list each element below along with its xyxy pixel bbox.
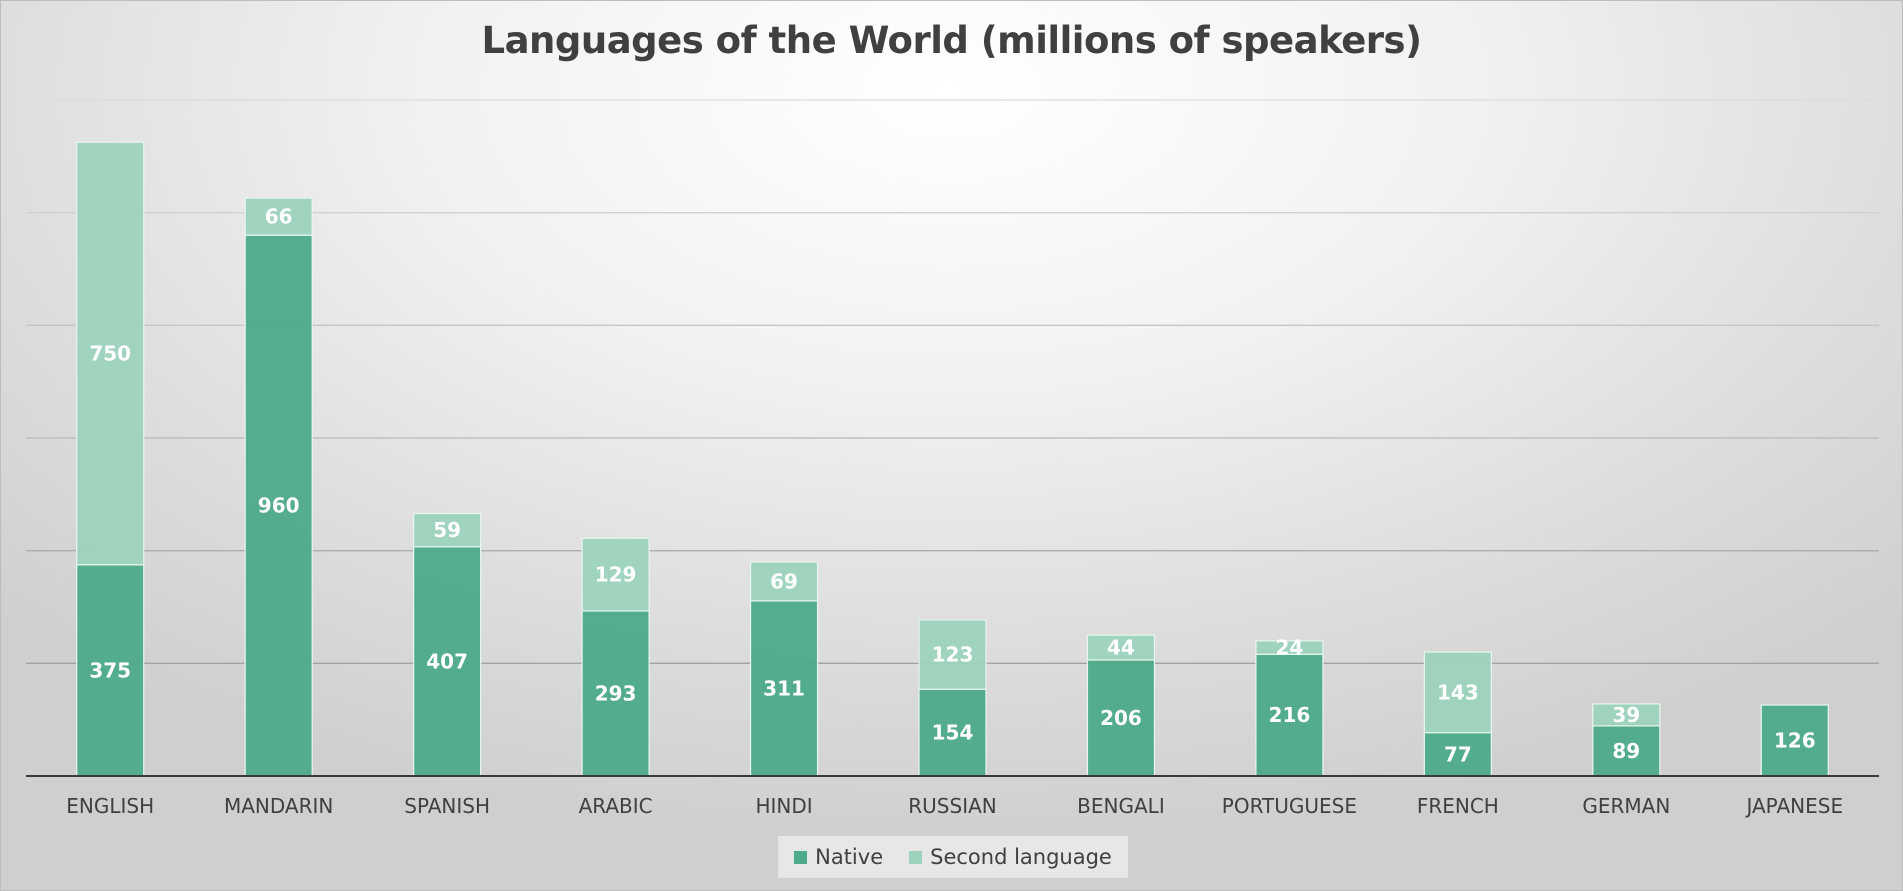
x-tick-label: ENGLISH [66, 794, 154, 818]
data-label: 69 [770, 569, 798, 593]
data-label: 375 [89, 658, 131, 682]
data-label: 77 [1444, 742, 1472, 766]
data-label: 293 [595, 681, 637, 705]
data-label: 407 [426, 649, 468, 673]
data-label: 154 [932, 721, 974, 745]
bar-second-language [1086, 634, 1156, 661]
data-label: 44 [1107, 636, 1135, 660]
data-label: 59 [433, 518, 461, 542]
data-label: 126 [1774, 729, 1816, 753]
data-label: 311 [763, 676, 805, 700]
chart-legend: Native Second language [778, 836, 1128, 878]
data-label: 39 [1612, 703, 1640, 727]
data-label: 89 [1612, 739, 1640, 763]
bar-native [1255, 653, 1324, 777]
bar-native [749, 600, 819, 777]
x-tick-label: FRENCH [1417, 794, 1499, 818]
legend-label-second-language: Second language [930, 845, 1112, 869]
bar-second-language [413, 512, 482, 548]
x-tick-label: ARABIC [579, 794, 653, 818]
data-label: 750 [89, 342, 131, 366]
data-label: 24 [1275, 636, 1303, 660]
x-tick-label: MANDARIN [224, 794, 333, 818]
data-label: 129 [595, 563, 637, 587]
bar-second-language [76, 141, 145, 566]
bar-native [1592, 725, 1661, 777]
bar-second-language [1255, 640, 1324, 655]
bar-second-language [1592, 703, 1661, 727]
legend-swatch-second-language [909, 850, 923, 864]
data-label: 123 [932, 643, 974, 667]
x-tick-label: BENGALI [1077, 794, 1165, 818]
data-label: 66 [265, 205, 293, 229]
bar-native [1760, 704, 1829, 777]
x-tick-label: RUSSIAN [908, 794, 996, 818]
data-label: 206 [1100, 706, 1142, 730]
x-tick-label: HINDI [755, 794, 812, 818]
bar-second-language [1423, 651, 1492, 734]
legend-swatch-native [794, 850, 808, 864]
x-tick-label: PORTUGUESE [1222, 794, 1357, 818]
chart-title: Languages of the World (millions of spea… [481, 19, 1423, 62]
legend-item-second-language: Second language [909, 845, 1112, 869]
bar-native [1423, 732, 1492, 777]
x-tick-label: SPANISH [404, 794, 490, 818]
legend-item-native: Native [794, 845, 883, 869]
bar-native [1086, 659, 1156, 777]
bar-second-language [581, 537, 650, 612]
x-tick-label: GERMAN [1582, 794, 1670, 818]
data-label: 960 [258, 494, 300, 518]
bar-second-language [918, 619, 987, 690]
x-tick-label: JAPANESE [1744, 794, 1843, 818]
bar-native [76, 564, 145, 777]
bar-second-language [749, 561, 819, 602]
bar-second-language [244, 197, 313, 236]
legend-label-native: Native [815, 845, 884, 869]
data-label: 143 [1437, 680, 1479, 704]
data-label: 216 [1269, 703, 1311, 727]
